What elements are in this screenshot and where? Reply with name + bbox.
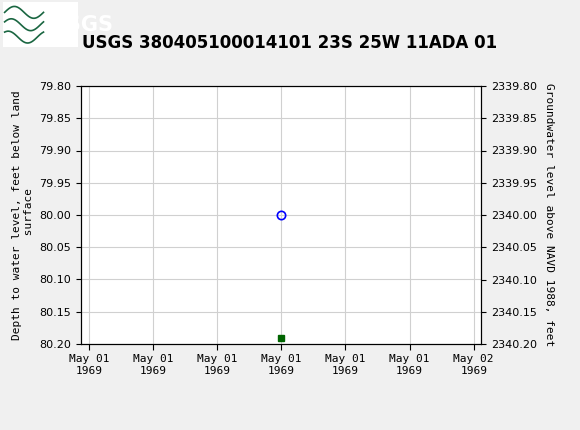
Y-axis label: Depth to water level, feet below land
 surface: Depth to water level, feet below land su… [12, 90, 34, 340]
Y-axis label: Groundwater level above NAVD 1988, feet: Groundwater level above NAVD 1988, feet [544, 83, 554, 347]
Legend: Period of approved data: Period of approved data [183, 428, 380, 430]
Text: USGS: USGS [49, 15, 113, 35]
FancyBboxPatch shape [3, 3, 78, 47]
Text: USGS 380405100014101 23S 25W 11ADA 01: USGS 380405100014101 23S 25W 11ADA 01 [82, 34, 498, 52]
